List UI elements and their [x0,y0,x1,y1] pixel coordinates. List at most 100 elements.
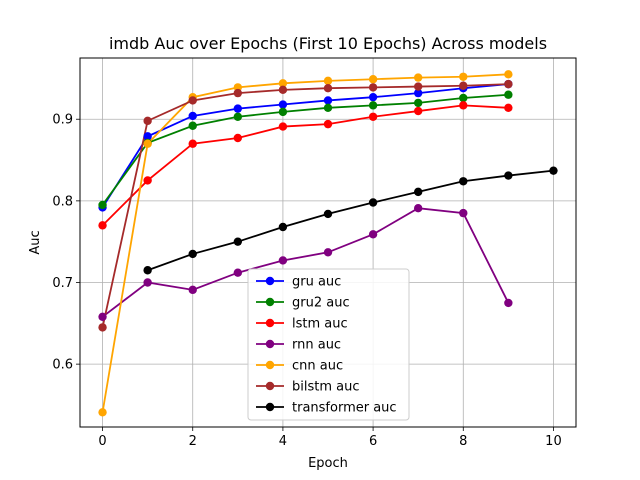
y-tick-label: 0.8 [52,194,73,209]
data-point-rnn-auc [413,204,423,213]
x-tick-label: 2 [189,434,197,449]
data-point-rnn-auc [98,312,107,321]
y-axis-label: Auc [28,230,43,254]
data-point-gru2-auc [504,90,513,99]
x-axis-label: Epoch [308,456,348,471]
data-point-cnn-auc [323,76,333,86]
series-line-cnn-auc [101,73,509,413]
legend-swatch-marker [265,297,275,307]
data-point-lstm-auc [143,176,152,185]
series-lines [101,73,554,413]
plot-frame [79,57,577,428]
data-point-gru-auc [413,88,423,98]
legend-swatch-marker [265,402,275,412]
legend-label: cnn auc [292,359,343,374]
data-point-gru2-auc [98,200,107,210]
data-point-gru-auc [323,96,333,105]
data-point-rnn-auc [278,256,288,265]
data-point-cnn-auc [278,79,288,88]
data-point-transformer-auc [278,222,288,232]
series-line-gru2-auc [101,93,509,206]
data-point-gru2-auc [368,101,378,110]
legend-item: lstm auc [256,317,348,332]
data-point-lstm-auc [233,133,243,143]
data-point-bilstm-auc [278,85,288,95]
legend-swatch-marker [265,360,275,370]
data-point-gru-auc [143,132,152,141]
data-point-transformer-auc [504,171,513,180]
data-point-transformer-auc [459,177,468,186]
legend-swatch-marker [265,276,275,286]
x-tick-label: 10 [545,434,562,449]
legend-label: gru2 auc [292,296,350,311]
legend-item: rnn auc [256,338,341,353]
data-point-transformer-auc [143,266,152,275]
data-point-transformer-auc [413,187,423,197]
data-point-bilstm-auc [368,83,378,92]
data-point-rnn-auc [188,285,197,295]
data-point-transformer-auc [233,237,243,246]
legend-label: transformer auc [292,401,397,416]
series-line-lstm-auc [101,104,509,226]
legend-swatch-marker [265,381,275,391]
data-point-cnn-auc [459,72,468,81]
data-point-gru-auc [278,100,288,109]
y-tick-label: 0.7 [52,276,73,291]
data-point-lstm-auc [188,139,197,148]
data-point-bilstm-auc [143,116,152,126]
data-point-rnn-auc [323,248,333,257]
legend-label: bilstm auc [292,380,360,395]
data-point-bilstm-auc [413,82,423,91]
data-point-gru2-auc [278,107,288,117]
legend-box [247,268,410,421]
legend-swatch-marker [265,339,275,349]
legend-item: bilstm auc [256,380,360,395]
data-point-lstm-auc [459,101,468,110]
data-point-transformer-auc [188,249,197,259]
data-point-rnn-auc [233,268,243,277]
legend-label: lstm auc [292,317,348,332]
data-point-bilstm-auc [98,323,107,332]
data-point-gru2-auc [188,121,197,130]
series-line-gru-auc [101,83,509,208]
data-point-rnn-auc [368,230,378,239]
data-point-bilstm-auc [323,84,333,93]
data-point-gru2-auc [323,103,333,112]
legend-item: gru2 auc [256,296,350,311]
legend-label: rnn auc [292,338,341,353]
data-point-lstm-auc [98,221,107,230]
series-line-transformer-auc [147,169,554,272]
x-tick-label: 4 [279,434,287,449]
data-point-rnn-auc [143,278,152,287]
y-axis-ticks: 0.6 0.7 0.8 0.9 [52,113,80,373]
data-point-transformer-auc [323,209,333,219]
data-point-lstm-auc [413,106,423,116]
x-tick-label: 8 [459,434,467,449]
x-tick-label: 6 [369,434,377,449]
x-tick-label: 0 [98,434,106,449]
series-line-bilstm-auc [101,83,509,328]
series-markers [98,70,558,417]
data-point-bilstm-auc [504,79,513,89]
legend: gru auc gru2 auc lstm auc rnn auc cnn auc bil… [247,268,410,421]
data-point-gru-auc [368,92,378,102]
legend-label: gru auc [292,275,341,290]
data-point-gru2-auc [233,112,243,121]
data-point-rnn-auc [459,208,468,218]
data-point-gru-auc [233,104,243,113]
data-point-cnn-auc [504,70,513,79]
legend-item: gru auc [256,275,341,290]
data-point-lstm-auc [504,103,513,112]
legend-swatch-marker [265,318,275,328]
data-point-lstm-auc [368,112,378,121]
data-point-cnn-auc [413,73,423,82]
y-tick-label: 0.6 [52,358,73,373]
data-point-bilstm-auc [188,96,197,105]
data-point-cnn-auc [143,139,152,148]
legend-item: transformer auc [256,401,397,416]
data-point-lstm-auc [323,119,333,129]
data-point-gru2-auc [413,98,423,108]
legend-item: cnn auc [256,359,343,374]
series-line-rnn-auc [102,207,510,318]
